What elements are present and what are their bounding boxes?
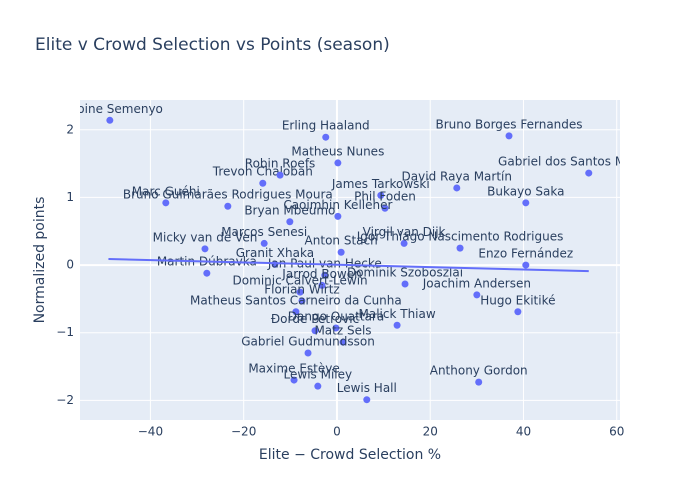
point-label: Gabriel Gudmundsson — [241, 335, 375, 349]
x-tick-label: 40 — [516, 425, 531, 439]
point — [286, 218, 294, 226]
point-label: Matheus Nunes — [291, 144, 384, 158]
point — [162, 199, 170, 207]
point — [318, 281, 326, 289]
point — [322, 133, 330, 141]
x-axis-title: Elite − Crowd Selection % — [259, 447, 441, 463]
x-tick-label: −20 — [231, 425, 256, 439]
x-tick-label: −40 — [138, 425, 163, 439]
point — [522, 261, 530, 269]
x-tick-label: 20 — [423, 425, 438, 439]
point-label: Marcos Senesi — [221, 225, 307, 239]
point-label: Lewis Hall — [337, 381, 397, 395]
point — [473, 291, 481, 299]
point — [381, 204, 389, 212]
point — [401, 280, 409, 288]
point — [304, 349, 312, 357]
point-label: Phil Foden — [354, 190, 416, 204]
point-label: Đorđe Petrović — [271, 312, 359, 326]
point-label: Bruno Borges Fernandes — [435, 117, 582, 131]
point-label: Micky van de Ven — [153, 230, 258, 244]
point — [224, 202, 232, 210]
point — [456, 244, 464, 252]
chart-title: Elite v Crowd Selection vs Points (seaso… — [35, 35, 390, 55]
point — [290, 376, 298, 384]
point-label: Malick Thiaw — [359, 307, 436, 321]
point-label: Dango Ouattara — [288, 309, 384, 323]
point — [260, 239, 268, 247]
point-label: Gabriel dos Santos Magalhães — [498, 155, 679, 169]
point — [201, 245, 209, 253]
point — [292, 308, 300, 316]
trendline — [108, 257, 589, 273]
point — [339, 338, 347, 346]
point-label: Bryan Mbeumo — [244, 203, 335, 217]
point — [276, 171, 284, 179]
point-label: Bruno Guimarães Rodrigues Moura — [123, 188, 333, 202]
point-label: Robin Roefs — [245, 157, 316, 171]
point — [453, 184, 461, 192]
point-label: Hugo Ekitiké — [480, 293, 555, 307]
point-label: Erling Haaland — [282, 119, 370, 133]
point — [334, 159, 342, 167]
y-tick-label: 1 — [66, 190, 74, 204]
point-label: Dominic Calvert-Lewin — [233, 274, 368, 288]
point — [522, 199, 530, 207]
x-tick-label: 0 — [333, 425, 341, 439]
point-label: Maxime Estève — [248, 362, 339, 376]
y-tick-label: −1 — [56, 325, 74, 339]
point-label: Jarrod Bowen — [281, 267, 361, 281]
point — [505, 132, 513, 140]
point — [393, 321, 401, 329]
point-label: Anton Stach — [305, 234, 378, 248]
point-label: Matheus Santos Carneiro da Cunha — [190, 293, 402, 307]
marks: Antoine Semenyo Erling Haaland Bruno Borge… — [57, 102, 679, 404]
point — [334, 212, 342, 220]
point — [400, 239, 408, 247]
point-label: Granit Xhaka — [236, 246, 314, 260]
point — [337, 248, 345, 256]
point-label: Lewis Miley — [284, 368, 353, 382]
point — [332, 324, 340, 332]
point — [363, 396, 371, 404]
point-label: Bukayo Saka — [487, 184, 564, 198]
point-label: David Raya Martín — [402, 169, 512, 183]
point-label: Igor Thiago Nascimento Rodrigues — [357, 230, 564, 244]
y-axis-title: Normalized points — [32, 197, 48, 324]
point — [298, 297, 306, 305]
x-tick-label: 60 — [609, 425, 624, 439]
point-label: Trevoh Chalobah — [212, 165, 313, 179]
point — [106, 116, 114, 124]
point-label: Marc Guéhi — [132, 184, 200, 198]
point — [377, 191, 385, 199]
point — [314, 382, 322, 390]
point-label: Caoimhin Kelleher — [283, 198, 392, 212]
point — [585, 169, 593, 177]
point — [311, 327, 319, 335]
point-label: Matz Sels — [314, 324, 371, 338]
point-label: Antoine Semenyo — [57, 102, 163, 116]
point-label: Florian Wirtz — [264, 282, 340, 296]
point-label: Joachim Andersen — [422, 276, 531, 290]
point — [259, 179, 267, 187]
point-label: Dominik Szoboszlai — [347, 266, 463, 280]
point — [514, 308, 522, 316]
point — [321, 271, 329, 279]
grid — [80, 100, 620, 420]
point — [475, 378, 483, 386]
y-tick-label: 2 — [66, 122, 74, 136]
point — [203, 269, 211, 277]
point-label: Virgil van Dijk — [363, 225, 446, 239]
point-label: Anthony Gordon — [430, 364, 528, 378]
point — [296, 288, 304, 296]
point-label: James Tarkowski — [331, 177, 430, 191]
y-tick-label: −2 — [56, 393, 74, 407]
point-label: Enzo Fernández — [478, 247, 573, 261]
y-tick-label: 0 — [66, 258, 74, 272]
